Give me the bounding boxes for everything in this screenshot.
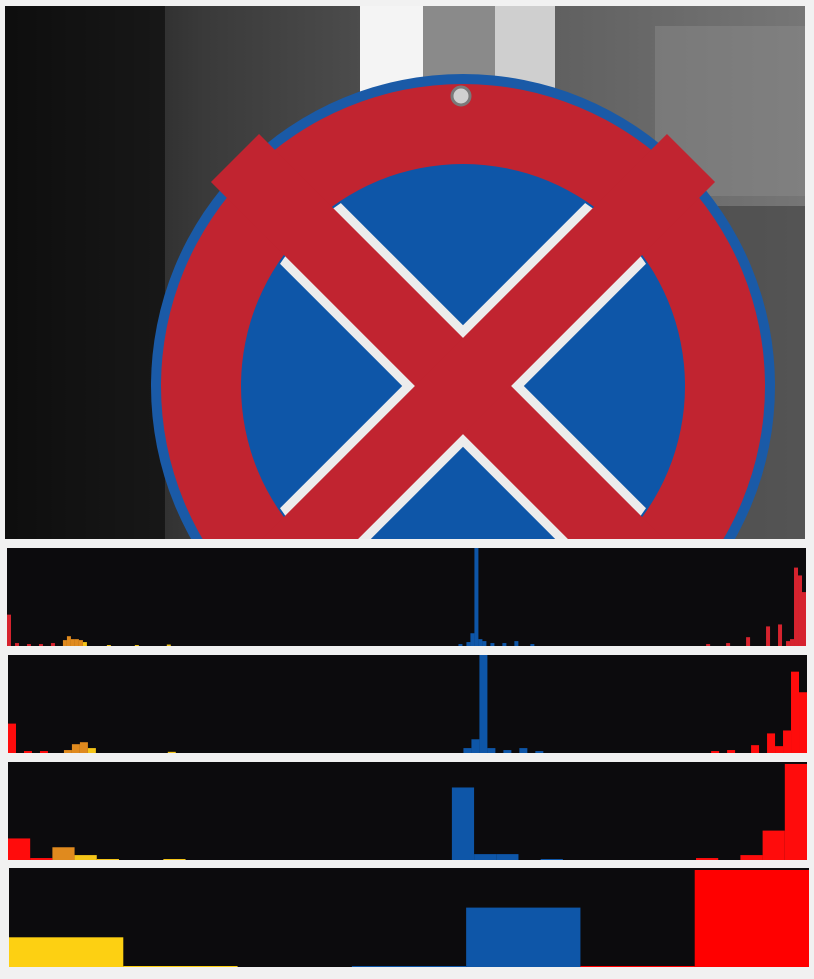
histogram-bar — [471, 739, 480, 753]
histogram-bar — [8, 723, 16, 753]
histogram-bar — [87, 748, 96, 753]
histogram-bar — [458, 644, 463, 646]
histogram-bar — [711, 751, 720, 753]
histogram-bar — [351, 966, 467, 967]
histogram-bar — [474, 548, 479, 646]
histogram-bar — [751, 745, 760, 753]
histogram-bar — [766, 626, 771, 646]
histogram-bar — [106, 645, 111, 646]
histogram-bar — [694, 869, 809, 967]
histogram-bar — [478, 639, 483, 646]
histogram-bar — [38, 644, 43, 646]
histogram-bar — [746, 637, 751, 646]
histogram-bar — [451, 787, 475, 860]
histogram-bar — [66, 636, 71, 646]
histogram-bar — [802, 592, 806, 646]
histogram-bar — [52, 847, 75, 860]
histogram-panel-1 — [7, 548, 806, 646]
histogram-bar — [9, 937, 124, 967]
histogram-bar — [487, 748, 496, 753]
histogram-bar — [50, 643, 55, 646]
histogram-bar — [167, 751, 176, 753]
histogram-bar — [530, 644, 535, 646]
histogram-bar — [740, 855, 763, 860]
histogram-chart-3 — [8, 763, 807, 860]
histogram-bar — [798, 575, 803, 646]
histogram-chart-4 — [9, 869, 809, 967]
histogram-bar — [466, 642, 471, 646]
histogram-bar — [163, 859, 186, 860]
histogram-bar — [74, 855, 97, 860]
histogram-bar — [479, 655, 488, 753]
histogram-bar — [74, 639, 79, 646]
histogram-bar — [791, 671, 800, 753]
histogram-bar — [123, 966, 238, 967]
histogram-bar — [783, 730, 792, 753]
histogram-bar — [726, 643, 731, 646]
histogram-bar — [762, 830, 785, 860]
histogram-bar — [62, 640, 67, 646]
histogram-bar — [580, 966, 695, 967]
no-stopping-sign-icon — [5, 6, 805, 539]
histogram-bar — [775, 746, 784, 753]
histogram-bar — [514, 641, 519, 646]
histogram-bar — [696, 858, 719, 860]
histogram-bar — [519, 748, 528, 753]
histogram-bar — [26, 644, 31, 646]
histogram-bar — [503, 750, 512, 753]
histogram-bar — [463, 748, 472, 753]
histogram-bar — [7, 614, 11, 646]
histogram-bar — [496, 854, 519, 860]
histogram-bar — [166, 644, 171, 646]
histogram-bar — [39, 751, 48, 753]
histogram-bar — [134, 645, 139, 646]
histogram-bar — [727, 750, 736, 753]
histogram-bar — [23, 751, 32, 753]
histogram-panel-3 — [8, 762, 807, 860]
histogram-chart-2 — [8, 655, 807, 753]
dark-left-area — [5, 6, 165, 539]
histogram-bar — [767, 733, 776, 753]
histogram-bar — [8, 838, 31, 860]
histogram-bar — [799, 692, 807, 753]
cross-bar-b — [261, 133, 716, 539]
histogram-bar — [466, 907, 581, 967]
histogram-bar — [502, 643, 507, 646]
histogram-bar — [474, 854, 497, 860]
histogram-bar — [778, 624, 783, 646]
histogram-bar — [535, 751, 544, 753]
histogram-bar — [78, 640, 83, 646]
histogram-bar — [79, 742, 88, 753]
sign-photo — [5, 6, 805, 539]
histogram-bar — [482, 641, 487, 646]
histogram-bar — [786, 641, 791, 646]
histogram-bar — [82, 642, 87, 646]
histogram-bar — [790, 639, 795, 646]
histogram-bar — [794, 567, 799, 646]
histogram-bar — [70, 639, 75, 646]
histogram-bar — [784, 763, 807, 860]
histogram-bar — [706, 644, 711, 646]
histogram-panel-2 — [8, 655, 807, 753]
histogram-bar — [470, 633, 475, 646]
histogram-bar — [96, 859, 119, 860]
histogram-bar — [490, 643, 495, 646]
histogram-chart-1 — [7, 548, 806, 646]
histogram-bar — [71, 744, 80, 753]
histogram-bar — [30, 858, 53, 860]
histogram-bar — [540, 859, 563, 860]
histogram-bar — [14, 643, 19, 646]
histogram-bar — [63, 750, 72, 753]
histogram-panel-4 — [9, 868, 809, 967]
mounting-screw — [450, 85, 472, 107]
